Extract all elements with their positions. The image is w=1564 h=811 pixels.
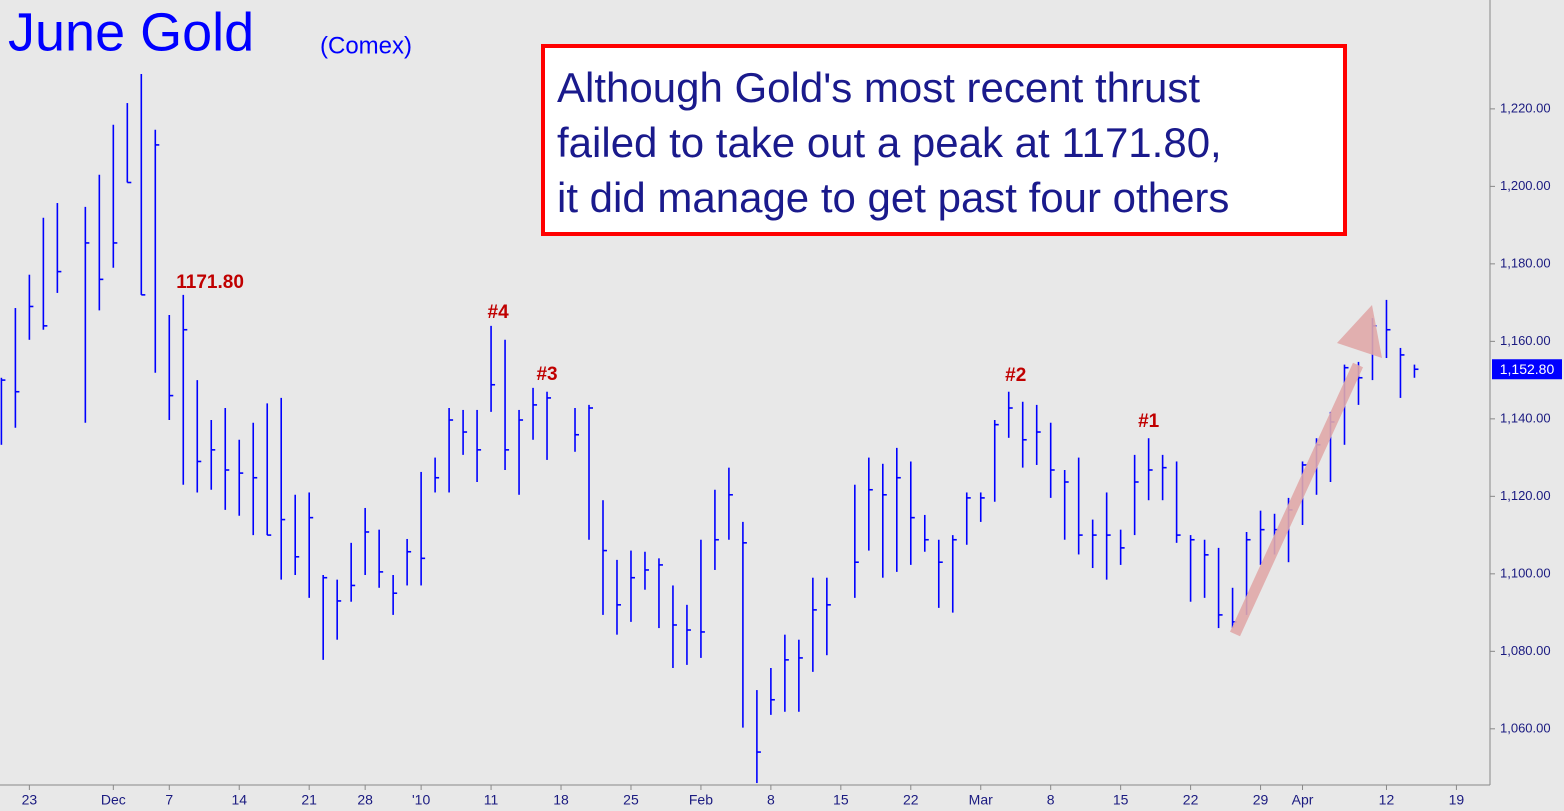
annotation: #1 — [1138, 411, 1160, 432]
x-tick-label: 19 — [1449, 792, 1465, 808]
y-tick-label: 1,160.00 — [1500, 333, 1551, 348]
x-tick-label: 8 — [1047, 792, 1055, 808]
x-tick-label: 22 — [903, 792, 919, 808]
x-tick-label: Apr — [1292, 792, 1314, 808]
x-tick-label: Feb — [689, 792, 713, 808]
x-tick-label: 28 — [357, 792, 373, 808]
y-tick-label: 1,180.00 — [1500, 255, 1551, 270]
y-tick-label: 1,060.00 — [1500, 720, 1551, 735]
trend-arrow-head — [1337, 305, 1382, 358]
annotation: 1171.80 — [176, 272, 244, 293]
trend-arrow — [1229, 362, 1364, 637]
x-tick-label: 11 — [484, 792, 499, 808]
x-tick-label: 21 — [301, 792, 317, 808]
y-tick-label: 1,140.00 — [1500, 410, 1551, 425]
x-tick-label: '10 — [412, 792, 430, 808]
x-tick-label: 12 — [1379, 792, 1395, 808]
y-tick-label: 1,200.00 — [1500, 178, 1551, 193]
x-tick-label: 23 — [22, 792, 38, 808]
callout-line: Although Gold's most recent thrust — [557, 64, 1200, 111]
x-tick-label: 14 — [231, 792, 247, 808]
x-tick-label: 8 — [767, 792, 775, 808]
x-tick-label: 7 — [165, 792, 173, 808]
x-tick-label: 25 — [623, 792, 639, 808]
last-price-label: 1,152.80 — [1500, 361, 1555, 377]
chart-subtitle: (Comex) — [320, 32, 412, 59]
callout-line: failed to take out a peak at 1171.80, — [557, 119, 1222, 166]
y-tick-label: 1,080.00 — [1500, 643, 1551, 658]
callout-line: it did manage to get past four others — [557, 174, 1229, 221]
last-price-box — [1492, 359, 1562, 380]
y-tick-label: 1,220.00 — [1500, 100, 1551, 115]
x-tick-label: 15 — [833, 792, 849, 808]
callout-box — [541, 44, 1347, 236]
chart-title: June Gold — [8, 2, 254, 62]
annotation: #4 — [488, 302, 510, 323]
x-tick-label: 18 — [553, 792, 569, 808]
x-tick-label: 29 — [1253, 792, 1269, 808]
annotation: #2 — [1005, 365, 1026, 386]
y-tick-label: 1,120.00 — [1500, 488, 1551, 503]
x-tick-label: Dec — [101, 792, 126, 808]
x-tick-label: 15 — [1113, 792, 1129, 808]
y-tick-label: 1,100.00 — [1500, 565, 1551, 580]
x-tick-label: Mar — [969, 792, 993, 808]
x-tick-label: 22 — [1183, 792, 1199, 808]
annotation: #3 — [536, 364, 557, 385]
